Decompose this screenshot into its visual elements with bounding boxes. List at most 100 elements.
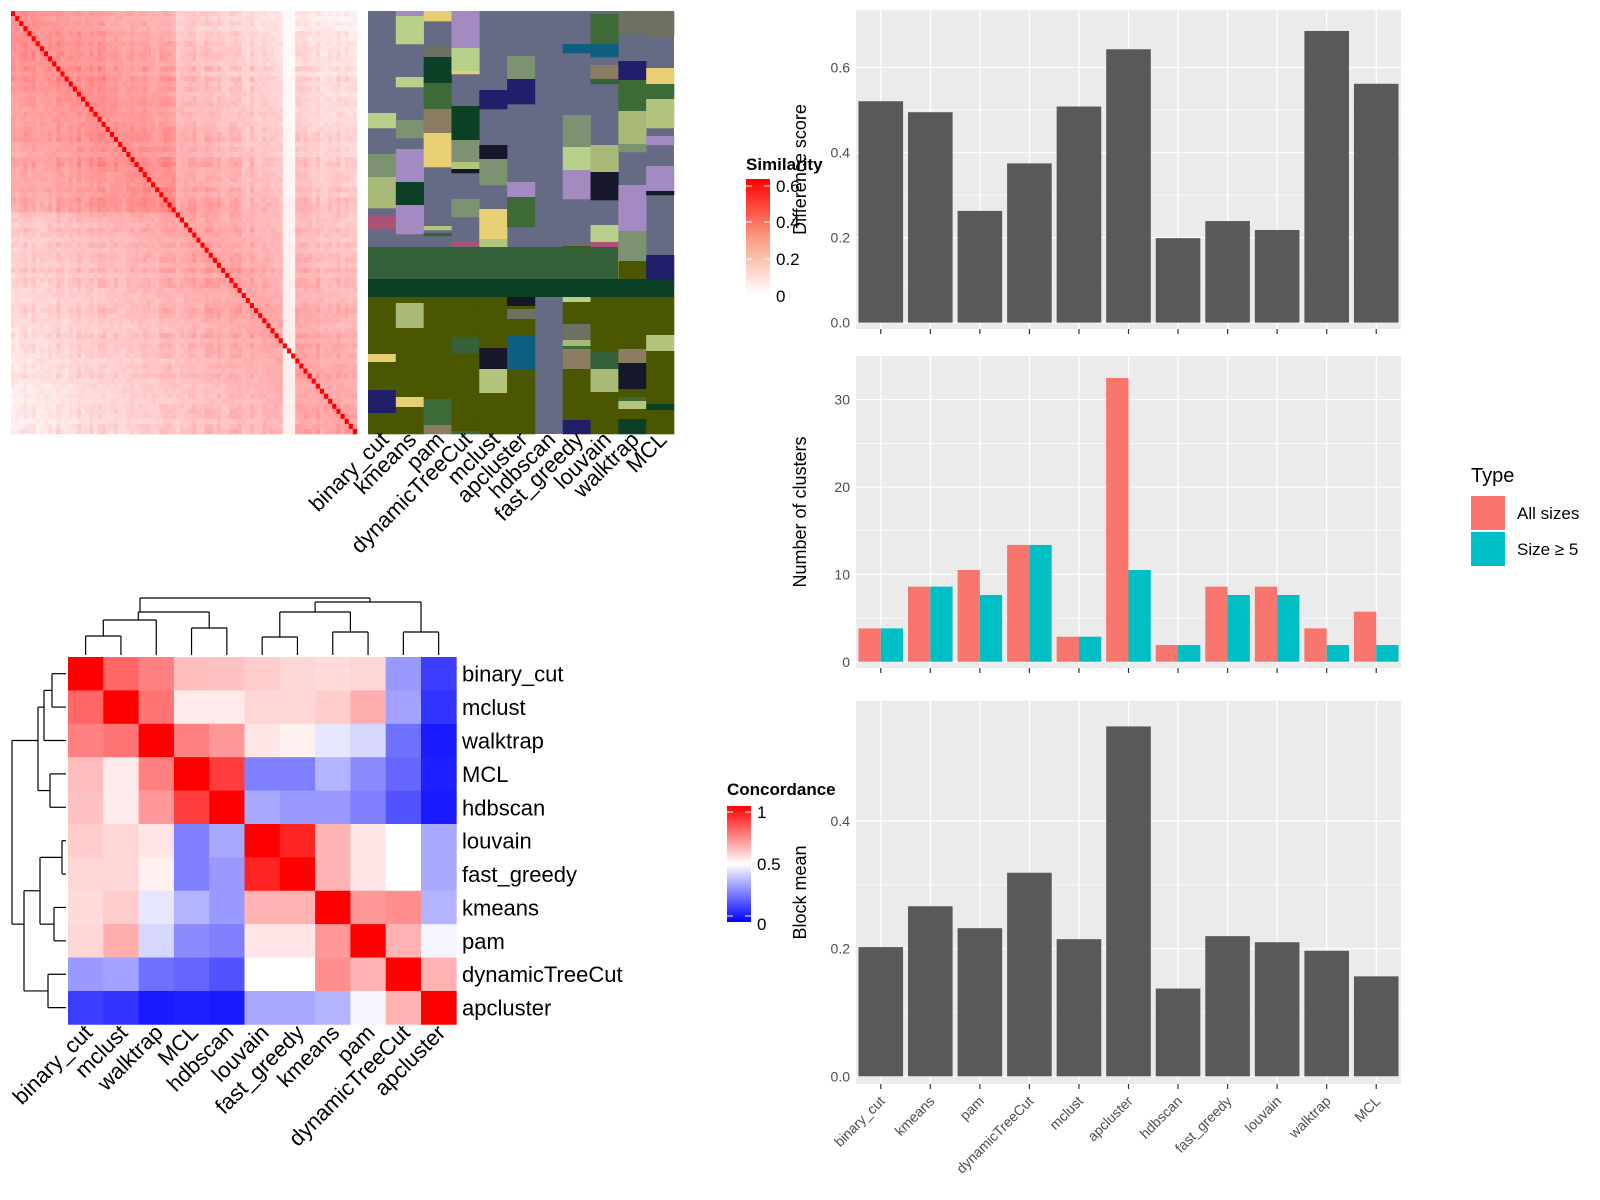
- similarity-cell: [286, 152, 292, 158]
- similarity-cell: [113, 187, 119, 193]
- similarity-cell: [286, 202, 292, 208]
- similarity-cell: [167, 136, 172, 143]
- similarity-cell: [216, 56, 222, 62]
- similarity-cell: [155, 202, 160, 208]
- similarity-cell: [348, 141, 354, 148]
- similarity-cell: [134, 192, 139, 198]
- similarity-cell: [233, 91, 238, 97]
- similarity-cell: [282, 217, 288, 223]
- similarity-cell: [93, 232, 98, 238]
- similarity-cell: [221, 282, 226, 289]
- similarity-cell: [142, 51, 148, 57]
- similarity-cell: [52, 267, 57, 274]
- similarity-cell: [282, 237, 288, 243]
- similarity-cell: [138, 116, 144, 123]
- similarity-cell: [184, 212, 189, 218]
- similarity-cell: [72, 257, 78, 264]
- similarity-cell: [324, 222, 329, 228]
- similarity-cell: [249, 197, 255, 203]
- similarity-cell: [303, 106, 308, 113]
- similarity-cell: [344, 157, 350, 163]
- similarity-cell: [208, 192, 214, 198]
- similarity-cell: [155, 146, 160, 153]
- similarity-cell: [200, 126, 205, 133]
- similarity-cell: [118, 36, 123, 42]
- similarity-cell: [11, 277, 16, 284]
- similarity-cell: [93, 267, 98, 274]
- similarity-cell: [299, 152, 304, 158]
- similarity-cell: [31, 46, 37, 52]
- similarity-cell: [134, 187, 139, 193]
- similarity-cell: [254, 26, 259, 32]
- similarity-cell: [155, 282, 160, 289]
- similarity-cell: [233, 101, 238, 107]
- similarity-cell: [56, 86, 61, 92]
- similarity-cell: [101, 51, 107, 57]
- similarity-cell: [262, 222, 267, 228]
- similarity-cell: [15, 16, 20, 22]
- similarity-cell: [258, 303, 263, 309]
- similarity-cell: [109, 152, 115, 158]
- similarity-cell: [171, 61, 177, 67]
- similarity-cell: [237, 212, 242, 218]
- similarity-cell: [241, 81, 247, 87]
- similarity-cell: [340, 227, 345, 233]
- similarity-cell: [113, 162, 119, 168]
- similarity-cell: [229, 121, 234, 128]
- similarity-cell: [146, 126, 152, 133]
- similarity-cell: [113, 222, 119, 228]
- similarity-cell: [15, 227, 20, 233]
- similarity-cell: [163, 162, 168, 168]
- similarity-cell: [192, 293, 197, 299]
- similarity-cell: [159, 298, 164, 304]
- similarity-cell: [254, 257, 259, 264]
- similarity-cell: [348, 293, 354, 299]
- similarity-cell: [241, 111, 247, 118]
- similarity-cell: [336, 111, 341, 118]
- similarity-cell: [118, 66, 123, 72]
- similarity-cell: [266, 26, 271, 32]
- similarity-cell: [27, 167, 32, 173]
- similarity-cell: [278, 207, 284, 213]
- similarity-cell: [188, 212, 193, 218]
- similarity-cell: [249, 41, 255, 47]
- similarity-cell: [188, 11, 193, 17]
- similarity-cell: [348, 207, 354, 213]
- similarity-cell: [282, 152, 288, 158]
- similarity-cell: [159, 61, 164, 67]
- similarity-cell: [155, 207, 160, 213]
- similarity-cell: [324, 26, 329, 32]
- similarity-cell: [340, 146, 345, 153]
- similarity-cell: [167, 157, 172, 163]
- similarity-cell: [315, 16, 321, 22]
- similarity-cell: [233, 56, 238, 62]
- similarity-cell: [286, 212, 292, 218]
- similarity-cell: [85, 141, 90, 148]
- similarity-cell: [192, 257, 197, 264]
- similarity-cell: [122, 267, 127, 274]
- similarity-cell: [101, 192, 107, 198]
- similarity-cell: [315, 26, 321, 32]
- similarity-cell: [35, 282, 41, 289]
- similarity-cell: [27, 202, 32, 208]
- similarity-cell: [122, 222, 127, 228]
- similarity-cell: [196, 252, 201, 259]
- similarity-cell: [352, 146, 358, 153]
- similarity-cell: [138, 16, 144, 22]
- similarity-cell: [286, 262, 292, 269]
- similarity-cell: [179, 237, 185, 243]
- similarity-cell: [249, 36, 255, 42]
- similarity-cell: [134, 21, 139, 27]
- similarity-cell: [352, 192, 358, 198]
- similarity-cell: [171, 177, 177, 183]
- similarity-cell: [319, 36, 325, 42]
- similarity-cell: [328, 11, 333, 17]
- similarity-cell: [113, 282, 119, 289]
- similarity-cell: [27, 192, 32, 198]
- similarity-cell: [270, 272, 275, 279]
- similarity-cell: [278, 101, 284, 107]
- similarity-cell: [336, 177, 341, 183]
- similarity-cell: [225, 182, 230, 188]
- similarity-cell: [56, 303, 61, 309]
- similarity-cell: [89, 31, 94, 37]
